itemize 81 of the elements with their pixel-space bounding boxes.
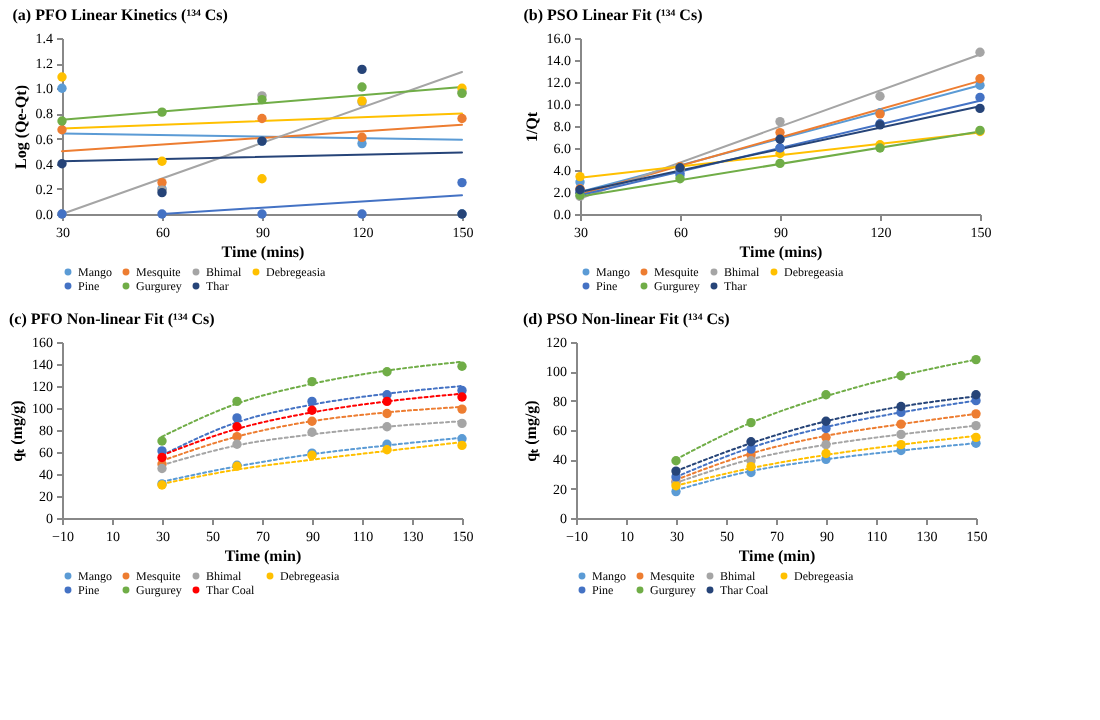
point [975,47,985,57]
point [775,116,785,127]
y-axis-title: 1/Qt [522,111,541,143]
point [257,209,267,219]
chart-title: (b) PSO Linear Fit (¹³⁴ Cs) [523,6,704,24]
point [157,209,167,219]
x-axis-title: Time (min) [738,547,816,565]
point [307,405,317,415]
point [746,461,756,472]
point [157,107,167,117]
point [457,113,467,124]
point [57,72,67,82]
point [382,396,392,407]
point [746,437,756,447]
point [382,367,392,377]
x-axis-title: Time (mins) [221,243,306,261]
point [57,116,67,126]
point [307,376,317,387]
point [232,439,242,449]
point [357,64,367,75]
chart-title: (d) PSO Non-linear Fit (¹³⁴ Cs) [523,310,731,328]
point [457,392,467,402]
point [457,440,467,451]
point [382,408,392,419]
point [671,456,681,466]
point [457,361,467,371]
y-axis-title: qₜ (mg/g) [8,399,26,462]
point [775,158,785,169]
point [457,404,467,414]
point [896,419,906,429]
point [232,431,242,442]
point [157,463,167,474]
point [457,177,467,188]
point [971,390,981,400]
y-axis-title: qₜ (mg/g) [522,399,540,462]
point [896,371,906,381]
point [896,401,906,412]
point [896,439,906,450]
point [975,74,985,84]
point [232,413,242,423]
point [457,418,467,429]
point [382,422,392,432]
point [157,436,167,446]
point [971,432,981,443]
point [975,92,985,103]
point [157,177,167,188]
point [746,417,756,428]
point [257,174,267,184]
point [157,156,167,166]
point [357,209,367,219]
point [57,125,67,135]
point [896,429,906,440]
point [821,448,831,459]
point [307,396,317,407]
point [382,445,392,455]
point [257,113,267,124]
point [971,420,981,431]
y-axis-title: Log (Qe-Qt) [11,84,30,169]
point [821,439,831,450]
point [971,409,981,419]
point [821,390,831,400]
point [575,171,585,182]
point [307,416,317,426]
point [357,132,367,142]
point [57,159,67,169]
point [232,422,242,432]
point [875,91,885,101]
chart-title: (a) PFO Linear Kinetics (¹³⁴ Cs) [12,6,229,24]
point [821,416,831,426]
point [357,82,367,92]
point [671,466,681,476]
point [975,103,985,114]
chart-title: (c) PFO Non-linear Fit (¹³⁴ Cs) [9,310,216,328]
x-axis-title: Time (min) [224,547,302,565]
point [157,452,167,463]
x-axis-title: Time (mins) [739,243,824,261]
point [232,396,242,407]
point [971,354,981,365]
point [775,134,785,144]
point [57,83,67,93]
point [307,427,317,437]
